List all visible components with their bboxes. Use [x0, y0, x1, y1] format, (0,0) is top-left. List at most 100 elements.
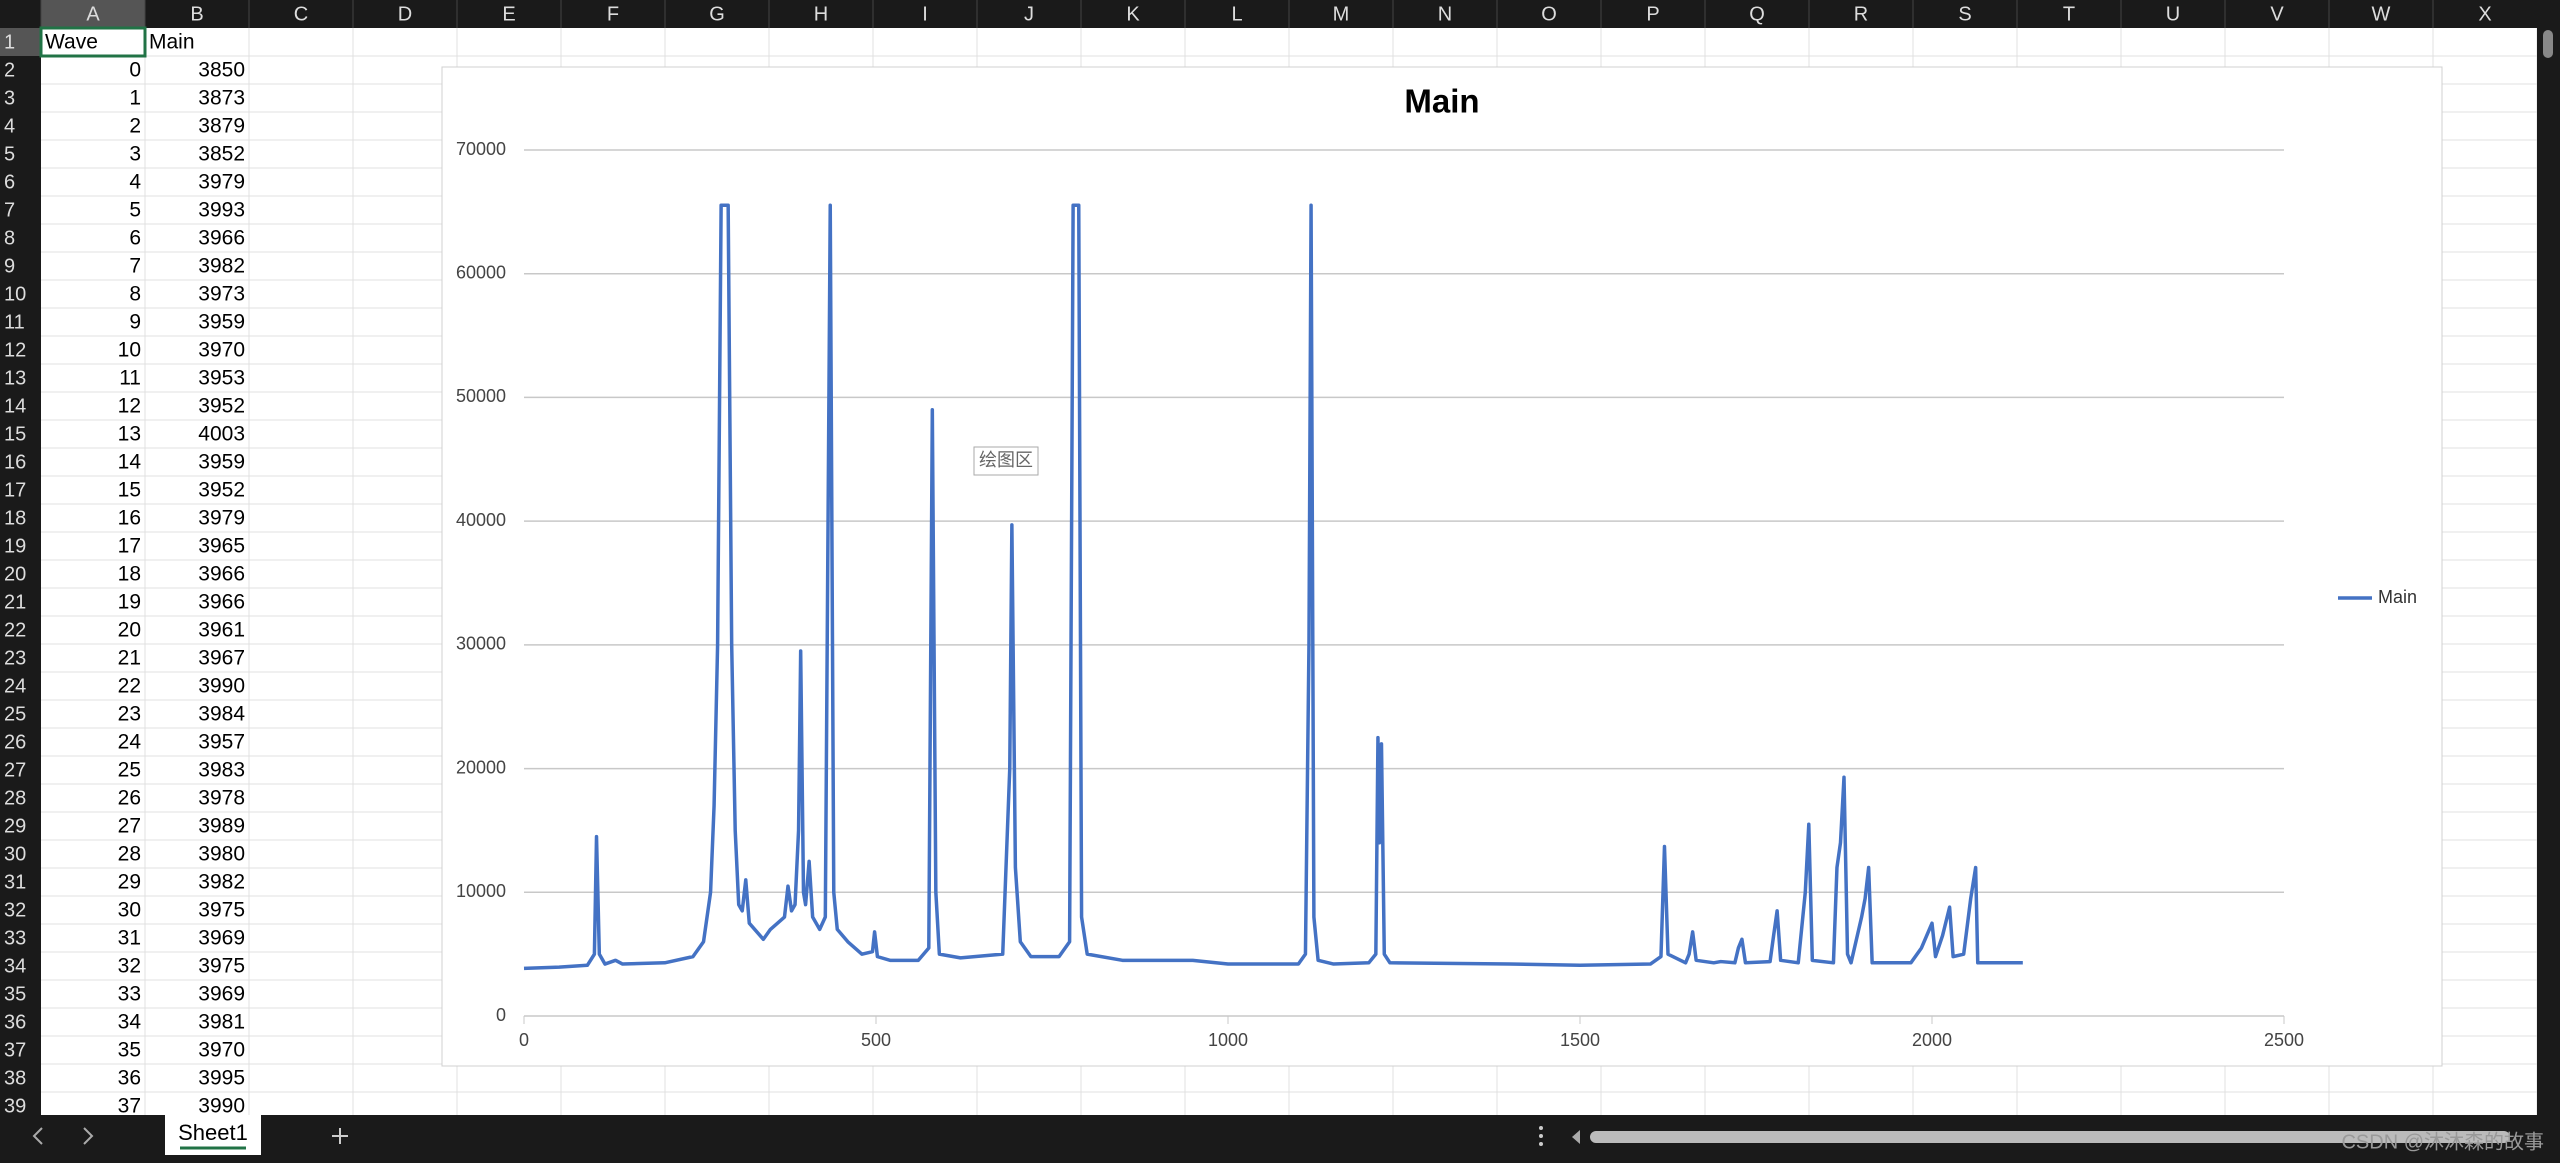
cell[interactable]: 7 [129, 255, 141, 278]
column-header[interactable]: L [1231, 3, 1242, 25]
row-header[interactable]: 29 [4, 815, 26, 837]
cell[interactable]: 1 [129, 87, 141, 110]
cell[interactable]: 37 [118, 1095, 141, 1118]
row-header[interactable]: 38 [4, 1067, 26, 1089]
cell[interactable]: 12 [118, 395, 141, 418]
row-header[interactable]: 37 [4, 1039, 26, 1061]
row-header[interactable]: 32 [4, 899, 26, 921]
column-header[interactable]: O [1541, 3, 1557, 25]
cell[interactable]: 3873 [198, 87, 245, 110]
prev-sheet[interactable] [32, 1127, 43, 1145]
row-header[interactable]: 33 [4, 927, 26, 949]
row-header[interactable]: 20 [4, 563, 26, 585]
row-header[interactable]: 5 [4, 143, 15, 165]
cell[interactable]: 3850 [198, 59, 245, 82]
cell[interactable]: 34 [118, 1011, 142, 1034]
cell[interactable]: 3952 [198, 479, 245, 502]
cell[interactable]: 3969 [198, 983, 245, 1006]
cell[interactable]: 14 [118, 451, 142, 474]
cell[interactable]: 3973 [198, 283, 245, 306]
cell[interactable]: 28 [118, 843, 141, 866]
cell[interactable]: 3970 [198, 339, 245, 362]
cell[interactable]: 27 [118, 815, 141, 838]
cell[interactable]: 3852 [198, 143, 245, 166]
cell[interactable]: 3982 [198, 255, 245, 278]
cell[interactable]: 6 [129, 227, 141, 250]
cell[interactable]: 3952 [198, 395, 245, 418]
horizontal-scrollbar[interactable] [1590, 1131, 2510, 1143]
column-header[interactable]: R [1854, 3, 1868, 25]
cell[interactable]: 2 [129, 115, 141, 138]
cell[interactable]: 13 [118, 423, 141, 446]
add-sheet[interactable] [332, 1128, 348, 1144]
cell[interactable]: 3957 [198, 731, 245, 754]
cell[interactable]: 5 [129, 199, 141, 222]
row-header[interactable]: 39 [4, 1095, 26, 1117]
row-header[interactable]: 2 [4, 59, 15, 81]
column-header[interactable]: P [1646, 3, 1659, 25]
cell[interactable]: 30 [118, 899, 141, 922]
cell[interactable]: 0 [129, 59, 141, 82]
cell[interactable]: 4003 [198, 423, 245, 446]
column-header[interactable]: T [2063, 3, 2075, 25]
cell[interactable]: 3975 [198, 955, 245, 978]
column-header[interactable]: K [1126, 3, 1140, 25]
cell[interactable]: 3966 [198, 227, 245, 250]
cell[interactable]: 3879 [198, 115, 245, 138]
row-header[interactable]: 6 [4, 171, 15, 193]
row-header[interactable]: 30 [4, 843, 26, 865]
cell[interactable]: 9 [129, 311, 141, 334]
cell[interactable]: 26 [118, 787, 141, 810]
cell[interactable]: 36 [118, 1067, 141, 1090]
cell[interactable]: 3984 [198, 703, 245, 726]
row-header[interactable]: 27 [4, 759, 26, 781]
row-header[interactable]: 18 [4, 507, 26, 529]
cell[interactable]: 3980 [198, 843, 245, 866]
cell[interactable]: 35 [118, 1039, 141, 1062]
row-header[interactable]: 23 [4, 647, 26, 669]
cell[interactable]: 3990 [198, 1095, 245, 1118]
cell[interactable]: 3966 [198, 591, 245, 614]
column-header[interactable]: U [2166, 3, 2180, 25]
column-header[interactable]: C [294, 3, 308, 25]
row-header[interactable]: 24 [4, 675, 26, 697]
row-header[interactable]: 10 [4, 283, 26, 305]
row-header[interactable]: 22 [4, 619, 26, 641]
row-header[interactable]: 11 [4, 311, 25, 333]
column-header[interactable]: S [1958, 3, 1971, 25]
cell[interactable]: Main [149, 31, 195, 54]
row-header[interactable]: 13 [4, 367, 26, 389]
column-header[interactable]: A [86, 3, 100, 25]
row-header[interactable]: 16 [4, 451, 26, 473]
column-header[interactable]: E [502, 3, 515, 25]
cell[interactable]: 3981 [198, 1011, 245, 1034]
row-header[interactable]: 4 [4, 115, 15, 137]
cell[interactable]: 3965 [198, 535, 245, 558]
cell[interactable]: 31 [118, 927, 141, 950]
cell[interactable]: 3993 [198, 199, 245, 222]
cell[interactable]: 3967 [198, 647, 245, 670]
row-header[interactable]: 1 [4, 31, 15, 53]
cell[interactable]: 20 [118, 619, 141, 642]
scroll-left[interactable] [1572, 1130, 1580, 1144]
column-header[interactable]: D [398, 3, 412, 25]
cell[interactable]: 3990 [198, 675, 245, 698]
column-header[interactable]: V [2270, 3, 2284, 25]
row-header[interactable]: 17 [4, 479, 26, 501]
cell[interactable]: 3959 [198, 451, 245, 474]
cell[interactable]: 3 [129, 143, 141, 166]
column-header[interactable]: M [1333, 3, 1350, 25]
cell[interactable]: 3979 [198, 507, 245, 530]
cell[interactable]: 3989 [198, 815, 245, 838]
column-header[interactable]: H [814, 3, 828, 25]
column-header[interactable]: B [190, 3, 203, 25]
cell[interactable]: 15 [118, 479, 141, 502]
cell[interactable]: 10 [118, 339, 141, 362]
chart-area[interactable] [441, 66, 2443, 1067]
row-header[interactable]: 25 [4, 703, 26, 725]
cell[interactable]: 3953 [198, 367, 245, 390]
row-header[interactable]: 36 [4, 1011, 26, 1033]
row-header[interactable]: 3 [4, 87, 15, 109]
cell[interactable]: 3982 [198, 871, 245, 894]
column-header[interactable]: J [1024, 3, 1034, 25]
